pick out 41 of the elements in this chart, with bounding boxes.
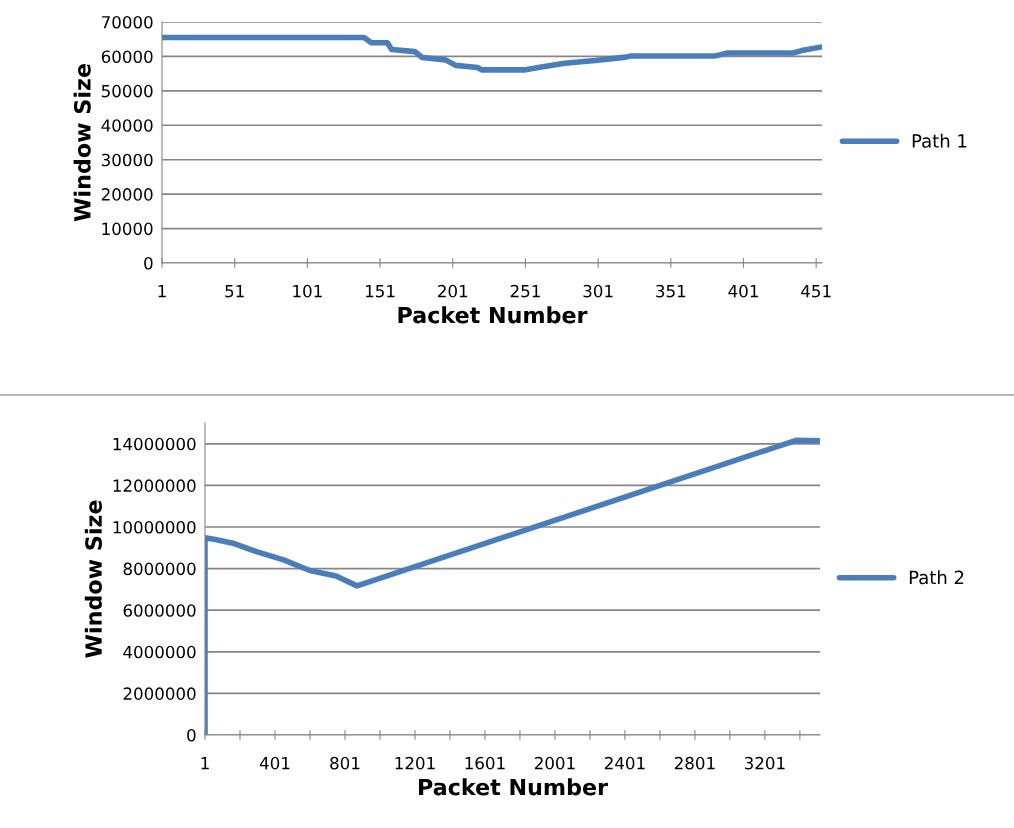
y-axis-title: Window Size <box>73 64 91 222</box>
x-tick-label: 351 <box>656 284 686 298</box>
x-tick-label: 101 <box>293 284 322 298</box>
x-axis-title: Packet Number <box>398 306 588 324</box>
y-tick-label: 40000 <box>101 119 153 132</box>
x-tick-label: 2801 <box>674 756 715 770</box>
x-tick-label: 1 <box>201 757 209 770</box>
x-tick-label: 2001 <box>534 756 575 770</box>
x-tick-label: 801 <box>330 756 360 770</box>
y-tick-label: 50000 <box>101 84 153 98</box>
y-tick-label: 20000 <box>101 188 153 201</box>
x-tick-label: 2401 <box>604 756 645 770</box>
x-tick-label: 201 <box>438 284 468 298</box>
x-tick-label: 451 <box>801 285 831 298</box>
y-tick-label: 0 <box>144 256 153 270</box>
y-tick-label: 4000000 <box>123 645 196 659</box>
y-tick-label: 10000000 <box>113 520 196 534</box>
y-axis-title: Window Size <box>84 500 102 658</box>
y-tick-label: 8000000 <box>123 562 196 576</box>
x-tick-label: 1 <box>158 285 166 298</box>
x-tick-label: 401 <box>728 284 758 298</box>
y-tick-label: 60000 <box>101 50 153 63</box>
x-tick-label: 1601 <box>465 756 505 770</box>
x-tick-label: 251 <box>510 284 540 298</box>
x-tick-label: 1201 <box>395 756 435 770</box>
x-tick-label: 3201 <box>744 756 785 770</box>
x-tick-label: 151 <box>365 285 395 298</box>
y-tick-label: 70000 <box>102 15 153 29</box>
y-tick-label: 14000000 <box>113 437 196 451</box>
x-axis-title: Packet Number <box>419 778 608 796</box>
legend-label: Path 2 <box>909 570 964 585</box>
legend-label: Path 1 <box>912 133 967 148</box>
x-tick-label: 301 <box>583 284 613 298</box>
y-tick-label: 2000000 <box>123 687 196 700</box>
y-tick-label: 12000000 <box>113 479 196 492</box>
x-tick-label: 401 <box>259 756 290 770</box>
y-tick-label: 0 <box>187 728 196 742</box>
y-tick-label: 10000 <box>102 222 153 236</box>
y-tick-label: 30000 <box>101 153 153 167</box>
y-tick-label: 6000000 <box>123 604 196 617</box>
x-tick-label: 51 <box>225 285 244 298</box>
